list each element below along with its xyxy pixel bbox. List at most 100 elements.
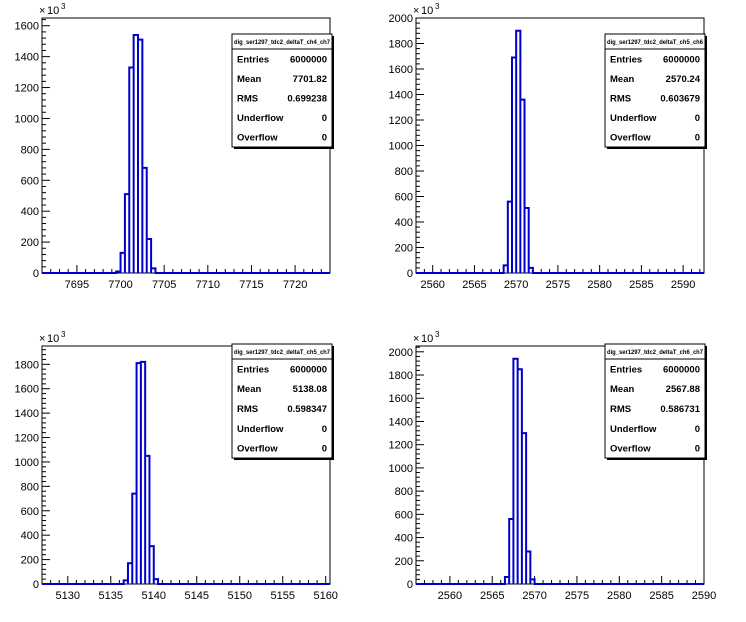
y-tick-label: 2000 (389, 13, 413, 25)
stats-value: 0.699238 (287, 94, 327, 105)
x-tick-label: 2575 (546, 279, 570, 291)
stats-value: 6000000 (290, 54, 327, 65)
histogram-bin (125, 194, 129, 273)
x-tick-label: 2560 (420, 279, 444, 291)
stats-value: 0 (322, 113, 327, 124)
stats-box-frame (604, 33, 706, 148)
stats-value: 0 (322, 133, 327, 144)
histogram-bin (516, 31, 520, 273)
x-tick-label: 5160 (313, 590, 337, 602)
y-tick-label: 800 (395, 166, 413, 178)
y-tick-label: 800 (21, 481, 39, 493)
exponent-base: 10 (47, 5, 59, 17)
y-tick-label: 1600 (389, 64, 413, 76)
stats-label: RMS (610, 94, 631, 105)
stats-title: dig_ser1297_tdc2_deltaT_ch5_ch6 (607, 39, 703, 46)
stats-value: 2567.88 (666, 384, 700, 395)
y-tick-label: 1200 (15, 433, 39, 445)
y-tick-label: 1400 (15, 408, 39, 420)
stats-box-frame (231, 33, 333, 148)
x-tick-label: 7720 (283, 279, 307, 291)
stats-value: 0.603679 (660, 94, 700, 105)
x-tick-label: 2570 (522, 590, 546, 602)
stats-label: Overflow (610, 444, 651, 455)
x-tick-label: 5140 (142, 590, 166, 602)
x-tick-label: 5145 (185, 590, 209, 602)
stats-label: Underflow (610, 424, 657, 435)
stats-label: Entries (237, 54, 269, 65)
histogram-bin (505, 577, 509, 584)
histogram-line (42, 360, 330, 585)
exponent-times: × (39, 5, 45, 17)
stats-label: Entries (610, 364, 642, 375)
y-axis-exponent: × 10 3 (413, 2, 440, 17)
histogram-bin (128, 563, 132, 584)
stats-value: 0.598347 (287, 404, 327, 415)
y-tick-label: 200 (395, 243, 413, 255)
stats-value: 0.586731 (660, 404, 700, 415)
y-tick-label: 1000 (389, 141, 413, 153)
histogram-bin (522, 433, 526, 584)
histogram-bin (124, 580, 128, 584)
histogram-bin (154, 579, 158, 584)
histogram-bin (526, 551, 530, 584)
x-tick-label: 2570 (504, 279, 528, 291)
y-tick-label: 1000 (15, 457, 39, 469)
histogram-bin (151, 268, 155, 273)
y-tick-label: 0 (407, 579, 413, 591)
histogram-bin (509, 519, 513, 584)
x-tick-label: 5135 (99, 590, 123, 602)
exponent-power: 3 (435, 2, 440, 11)
histogram-bin (132, 494, 136, 584)
histogram-bin (138, 40, 142, 273)
y-tick-label: 1000 (15, 113, 39, 125)
y-axis-exponent: × 10 3 (413, 330, 440, 345)
stats-value: 0 (695, 444, 700, 455)
histogram-bin (116, 271, 120, 273)
x-tick-label: 5155 (270, 590, 294, 602)
stats-title: dig_ser1297_tdc2_deltaT_ch6_ch7 (607, 349, 703, 356)
x-tick-label: 2580 (587, 279, 611, 291)
histogram-bin (513, 359, 517, 584)
stats-box-frame (604, 343, 706, 459)
histogram-bin (508, 202, 512, 273)
y-tick-label: 600 (395, 192, 413, 204)
stats-value: 0 (695, 424, 700, 435)
stats-title: dig_ser1297_tdc2_deltaT_ch5_ch7 (234, 349, 330, 356)
y-tick-label: 1000 (389, 463, 413, 475)
y-tick-label: 1800 (389, 39, 413, 51)
stats-value: 0 (322, 424, 327, 435)
stats-label: Overflow (237, 133, 278, 144)
histogram-bin (129, 67, 133, 273)
y-tick-label: 1200 (389, 440, 413, 452)
histogram-bin (149, 546, 153, 584)
x-tick-label: 7715 (239, 279, 263, 291)
exponent-power: 3 (61, 330, 66, 339)
histogram-bin (525, 208, 529, 273)
exponent-power: 3 (435, 330, 440, 339)
stats-label: RMS (610, 404, 631, 415)
y-tick-label: 400 (395, 533, 413, 545)
x-tick-label: 7695 (65, 279, 89, 291)
stats-box-frame (231, 343, 333, 459)
stats-value: 0 (322, 444, 327, 455)
stats-value: 5138.08 (293, 384, 327, 395)
stats-box: dig_ser1297_tdc2_deltaT_ch5_ch6 Entries 60… (604, 33, 707, 149)
histogram-bin (512, 58, 516, 273)
y-tick-label: 1400 (389, 416, 413, 428)
y-tick-label: 2000 (389, 347, 413, 359)
x-tick-label: 7700 (108, 279, 132, 291)
y-tick-label: 600 (21, 506, 39, 518)
x-tick-label: 2580 (607, 590, 631, 602)
histogram-line (42, 34, 330, 274)
exponent-base: 10 (47, 333, 59, 345)
y-tick-label: 1600 (15, 384, 39, 396)
x-tick-label: 2560 (438, 590, 462, 602)
exponent-times: × (413, 333, 419, 345)
y-axis-exponent: × 10 3 (39, 2, 66, 17)
histogram-bin (145, 456, 149, 584)
stats-value: 7701.82 (293, 74, 327, 85)
